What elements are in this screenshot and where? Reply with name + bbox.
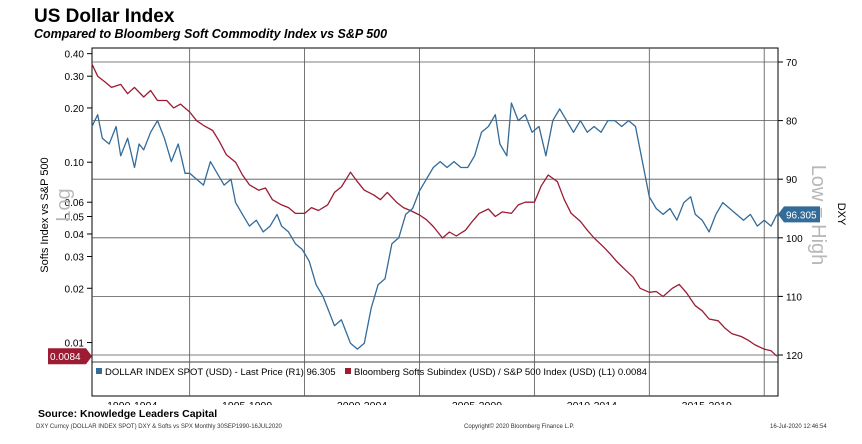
x-period-label-4: 2010-2014	[567, 400, 617, 405]
softs-last-value-label: 0.0084	[50, 352, 81, 363]
x-period-label-2: 2000-2004	[337, 400, 387, 405]
left-tick-label-1: 0.30	[65, 72, 85, 83]
legend-dollar-index-label: DOLLAR INDEX SPOT (USD) - Last Price (R1…	[105, 367, 336, 378]
softs-last-value-tag	[48, 348, 92, 365]
dollar-index-last-value-tag	[778, 206, 820, 223]
left-tick-label-8: 0.02	[65, 284, 85, 295]
left-tick-label-3: 0.10	[65, 158, 85, 169]
left-tick-label-2: 0.20	[65, 104, 85, 115]
left-tick-label-5: 0.05	[65, 213, 85, 224]
left-tick-label-6: 0.04	[65, 230, 85, 241]
right-tick-label-0: 70	[786, 58, 798, 69]
plot-frame	[91, 47, 779, 397]
right-tick-label-1: 80	[786, 117, 798, 128]
x-period-label-0: 1990-1994	[107, 400, 157, 405]
dollar-index-series-line	[91, 102, 778, 350]
right-tick-label-4: 110	[786, 292, 802, 303]
legend-dollar-index-swatch	[96, 368, 102, 374]
left-tick-label-7: 0.03	[65, 253, 85, 264]
left-axis-title: Softs Index vs S&P 500	[39, 157, 51, 272]
softs-vs-spx-series-line	[91, 63, 778, 357]
x-period-label-1: 1995-1999	[222, 400, 272, 405]
left-tick-label-9: 0.01	[65, 339, 85, 350]
right-tick-label-2: 90	[786, 175, 798, 186]
page-subtitle: Compared to Bloomberg Soft Commodity Ind…	[34, 27, 388, 41]
right-tick-label-3: 100	[786, 234, 803, 245]
legend-softs-swatch	[345, 368, 351, 374]
source-note: Source: Knowledge Leaders Capital	[38, 408, 218, 420]
dollar-index-chart: 70 80 90 100 110 120 0.40 0.30 0.20 0.10 0.06 0.05 0…	[39, 47, 847, 405]
footer-series-description: DXY Curncy (DOLLAR INDEX SPOT) DXY & Sof…	[36, 424, 282, 430]
right-axis-title: DXY	[835, 203, 847, 226]
left-axis-ghost-label: Log	[53, 188, 75, 221]
legend-softs-label: Bloomberg Softs Subindex (USD) / S&P 500…	[354, 367, 647, 378]
right-tick-label-5: 120	[786, 351, 803, 362]
left-tick-label-4: 0.06	[65, 198, 85, 209]
footer-copyright: Copyright© 2020 Bloomberg Finance L.P.	[464, 424, 575, 430]
dollar-index-last-value-label: 96.305	[786, 210, 817, 221]
page-title: US Dollar Index	[34, 6, 175, 27]
left-tick-label-0: 0.40	[65, 50, 85, 61]
footer-timestamp: 16-Jul-2020 12:46:54	[770, 424, 827, 430]
x-period-label-5: 2015-2019	[682, 400, 732, 405]
x-period-label-3: 2005-2009	[452, 400, 502, 405]
